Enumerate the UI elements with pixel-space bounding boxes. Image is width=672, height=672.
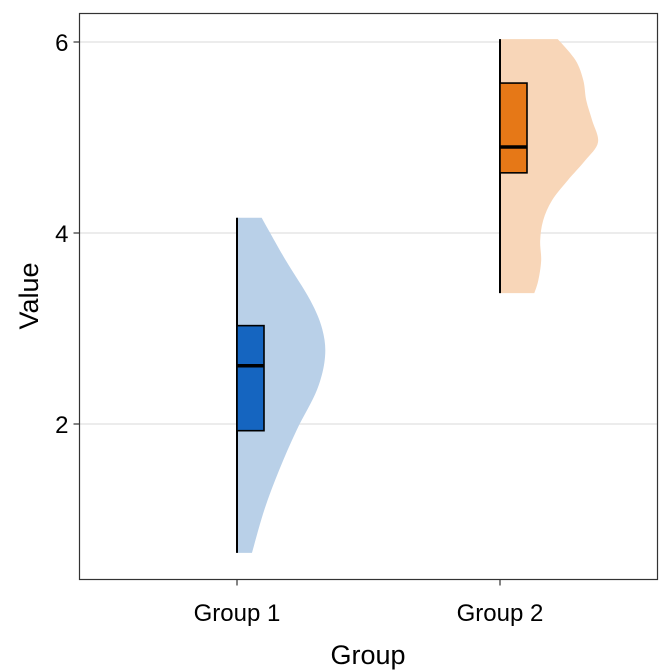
y-axis: 2 4 6: [55, 30, 80, 439]
y-tick-label: 6: [55, 30, 68, 57]
x-axis: Group 1 Group 2: [194, 579, 544, 627]
y-tick-label: 2: [55, 412, 68, 439]
x-tick-label: Group 1: [194, 600, 281, 627]
y-tick-label: 4: [55, 221, 68, 248]
boxplots: [236, 39, 528, 553]
density-clouds: [237, 39, 599, 553]
density-1: [237, 217, 326, 553]
y-axis-title: Value: [14, 262, 44, 329]
gridlines: [79, 41, 658, 425]
box-2: [499, 82, 528, 174]
box-1: [236, 324, 265, 432]
x-axis-title: Group: [330, 640, 405, 670]
panel-border: [78, 12, 659, 581]
x-tick-label: Group 2: [457, 600, 544, 627]
